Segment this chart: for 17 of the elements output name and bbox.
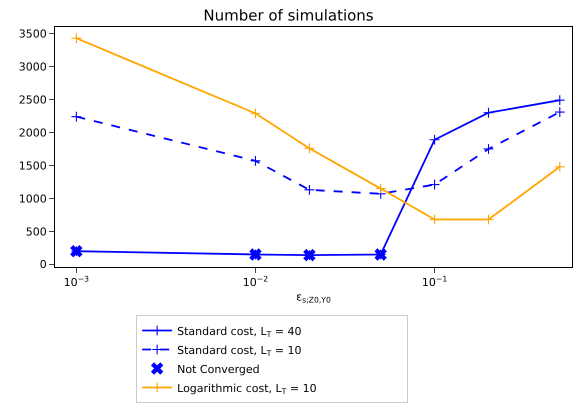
chart-title: Number of simulations: [203, 6, 374, 25]
y-tick-label: 1000: [18, 192, 47, 206]
x-tick-label: 10$^{−3}$: [64, 274, 90, 290]
x-tick-label: 10$^{−2}$: [242, 274, 268, 290]
y-tick-label: 2000: [18, 126, 47, 140]
x-axis-title: ε$_{s;Z0,Y0}$: [296, 290, 331, 305]
y-tick-label: 1500: [18, 159, 47, 172]
y-tick-label: 0: [40, 258, 47, 272]
legend-label: Standard cost, L$_{T}$ = 40: [177, 324, 302, 340]
legend-label: Not Converged: [177, 362, 260, 376]
y-tick-label: 3000: [18, 60, 47, 74]
y-tick-label: 500: [26, 225, 47, 238]
y-tick-label: 3500: [18, 27, 47, 40]
legend-label: Logarithmic cost, L$_{T}$ = 10: [177, 382, 317, 396]
legend-label: Standard cost, L$_{T}$ = 10: [177, 344, 302, 358]
y-tick-label: 2500: [18, 93, 47, 106]
x-tick-label: 10$^{−1}$: [422, 274, 448, 290]
